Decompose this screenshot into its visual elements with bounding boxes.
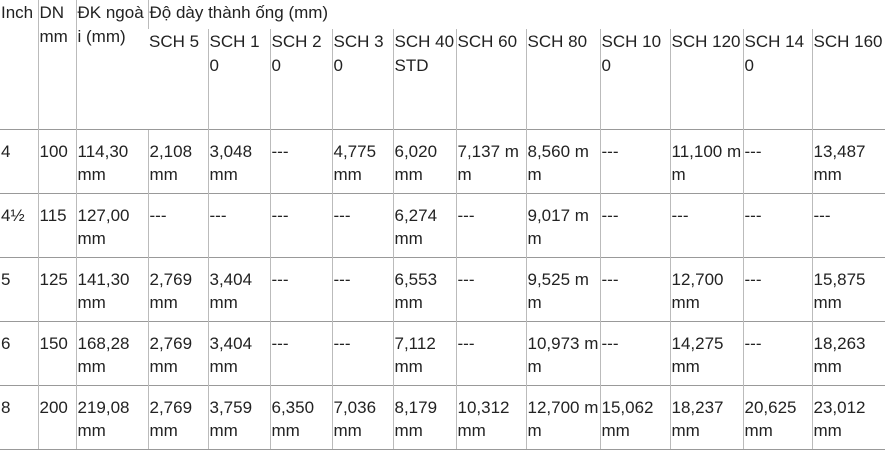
data-row: 6 150 168,28 mm 2,769 mm 3,404 mm --- --- 7,112… xyxy=(0,321,885,386)
data-cell: 13,487 mm xyxy=(811,129,885,194)
schedule-header: SCH 140 xyxy=(742,29,812,130)
header-cell: DN mm xyxy=(37,0,76,130)
data-cell: 7,137 mm xyxy=(455,129,526,194)
data-cell: 6,350 mm xyxy=(269,385,332,450)
schedule-header: SCH 60 xyxy=(455,29,526,130)
data-cell: --- xyxy=(742,257,812,322)
data-row: 4½ 115 127,00 mm --- --- --- --- 6,274 mm --- 9,0… xyxy=(0,193,885,258)
header-cell: Độ dày thành ống (mm) xyxy=(147,0,885,29)
data-cell: 20,625 mm xyxy=(742,385,812,450)
data-cell: 2,769 mm xyxy=(147,257,208,322)
data-cell: 12,700 mm xyxy=(525,385,600,450)
data-cell: 7,112 mm xyxy=(392,321,456,386)
data-cell: --- xyxy=(599,193,670,258)
data-cell: 4 xyxy=(0,129,38,194)
data-cell: 10,973 mm xyxy=(525,321,600,386)
data-cell: --- xyxy=(811,193,885,258)
data-cell: --- xyxy=(147,193,208,258)
data-cell: 2,108 mm xyxy=(147,129,208,194)
schedule-header: SCH 20 xyxy=(269,29,332,130)
data-cell: --- xyxy=(742,321,812,386)
data-cell: --- xyxy=(599,257,670,322)
data-cell: 150 xyxy=(37,321,76,386)
data-cell: 200 xyxy=(37,385,76,450)
data-cell: 10,312 mm xyxy=(455,385,526,450)
data-cell: --- xyxy=(599,129,670,194)
data-cell: --- xyxy=(269,321,332,386)
header-row: Inch DN mm ĐK ngoài (mm) Độ dày thành ống (… xyxy=(0,0,885,130)
schedule-header: SCH 100 xyxy=(599,29,670,130)
data-cell: 15,062 mm xyxy=(599,385,670,450)
data-cell: --- xyxy=(331,321,393,386)
data-cell: 3,048 mm xyxy=(207,129,270,194)
data-cell: 127,00 mm xyxy=(75,193,148,258)
data-cell: 125 xyxy=(37,257,76,322)
data-cell: 100 xyxy=(37,129,76,194)
data-row: 5 125 141,30 mm 2,769 mm 3,404 mm --- --- 6,553… xyxy=(0,257,885,322)
data-cell: --- xyxy=(269,257,332,322)
data-cell: --- xyxy=(455,257,526,322)
data-cell: 3,759 mm xyxy=(207,385,270,450)
data-cell: --- xyxy=(269,129,332,194)
data-cell: 168,28 mm xyxy=(75,321,148,386)
data-cell: 6,020 mm xyxy=(392,129,456,194)
data-cell: 4½ xyxy=(0,193,38,258)
data-cell: 115 xyxy=(37,193,76,258)
data-cell: 5 xyxy=(0,257,38,322)
data-cell: 6 xyxy=(0,321,38,386)
schedule-header: SCH 160 xyxy=(811,29,885,130)
header-cell: Inch xyxy=(1,3,34,22)
schedule-header: SCH 80 xyxy=(525,29,600,130)
data-cell: 6,274 mm xyxy=(392,193,456,258)
schedule-header: SCH 10 xyxy=(207,29,270,130)
data-cell: --- xyxy=(669,193,743,258)
data-cell: 18,237 mm xyxy=(669,385,743,450)
data-cell: 12,700 mm xyxy=(669,257,743,322)
data-cell: 2,769 mm xyxy=(147,385,208,450)
data-cell: 8 xyxy=(0,385,38,450)
data-cell: --- xyxy=(207,193,270,258)
data-row: 4 100 114,30 mm 2,108 mm 3,048 mm --- 4,775 mm… xyxy=(0,129,885,194)
data-cell: --- xyxy=(742,129,812,194)
data-cell: 9,017 mm xyxy=(525,193,600,258)
data-cell: --- xyxy=(599,321,670,386)
data-cell: --- xyxy=(455,193,526,258)
data-cell: 14,275 mm xyxy=(669,321,743,386)
data-cell: 7,036 mm xyxy=(331,385,393,450)
data-cell: 4,775 mm xyxy=(331,129,393,194)
data-cell: --- xyxy=(269,193,332,258)
data-cell: 23,012 mm xyxy=(811,385,885,450)
data-cell: 2,769 mm xyxy=(147,321,208,386)
data-cell: 15,875 mm xyxy=(811,257,885,322)
schedule-header: SCH 120 xyxy=(669,29,743,130)
data-cell: 9,525 mm xyxy=(525,257,600,322)
schedule-header: SCH 30 xyxy=(331,29,393,130)
data-cell: 11,100 mm xyxy=(669,129,743,194)
data-cell: --- xyxy=(331,257,393,322)
data-row: 8 200 219,08 mm 2,769 mm 3,759 mm 6,350 mm 7,0… xyxy=(0,385,885,450)
data-cell: 8,560 mm xyxy=(525,129,600,194)
data-cell: 114,30 mm xyxy=(75,129,148,194)
data-cell: 6,553 mm xyxy=(392,257,456,322)
data-cell: 219,08 mm xyxy=(75,385,148,450)
schedule-header: SCH 40 STD xyxy=(392,29,456,130)
data-cell: --- xyxy=(455,321,526,386)
header-cell: ĐK ngoài (mm) xyxy=(75,0,148,130)
data-cell: 18,263 mm xyxy=(811,321,885,386)
data-cell: 141,30 mm xyxy=(75,257,148,322)
data-cell: --- xyxy=(742,193,812,258)
header-row: SCH 5 SCH 10 SCH 20 SCH 30 SCH 40 STD SCH 60 S… xyxy=(0,29,885,130)
schedule-header: SCH 5 xyxy=(149,32,200,51)
data-cell: --- xyxy=(331,193,393,258)
data-cell: 3,404 mm xyxy=(207,321,270,386)
data-cell: 8,179 mm xyxy=(392,385,456,450)
data-cell: 3,404 mm xyxy=(207,257,270,322)
